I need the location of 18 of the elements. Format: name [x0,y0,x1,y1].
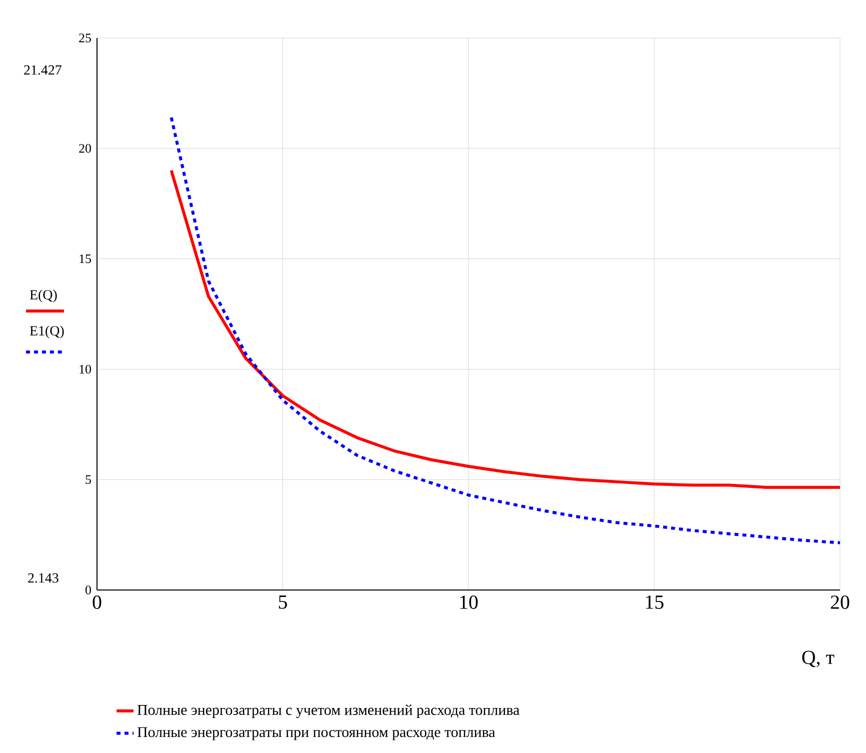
x-tick-label: 20 [830,596,850,609]
y-tick-label: 10 [80,364,91,374]
text: 21.427 [24,65,62,75]
x-tick-label: 10 [460,596,478,609]
y-tick-label: 5 [86,475,91,484]
x-axis-title: Q, т [802,650,834,668]
text: 2.143 [28,573,58,583]
x-tick-label: 15 [646,596,664,609]
x-tick-label: 5 [278,596,287,609]
text: E1(Q) [30,326,64,338]
text: E(Q) [30,290,57,302]
y-tick-label: 0 [86,586,91,594]
legend-label: Полные энергозатраты при постоянном расходе топлива [137,727,496,740]
line-series [170,116,840,544]
y-tick-label: 20 [79,144,91,153]
y-tick-label: 25 [79,34,91,42]
legend-label: Полные энергозатраты с учетом изменений расхода топлива [137,704,520,718]
y-tick-label: 15 [80,254,91,264]
